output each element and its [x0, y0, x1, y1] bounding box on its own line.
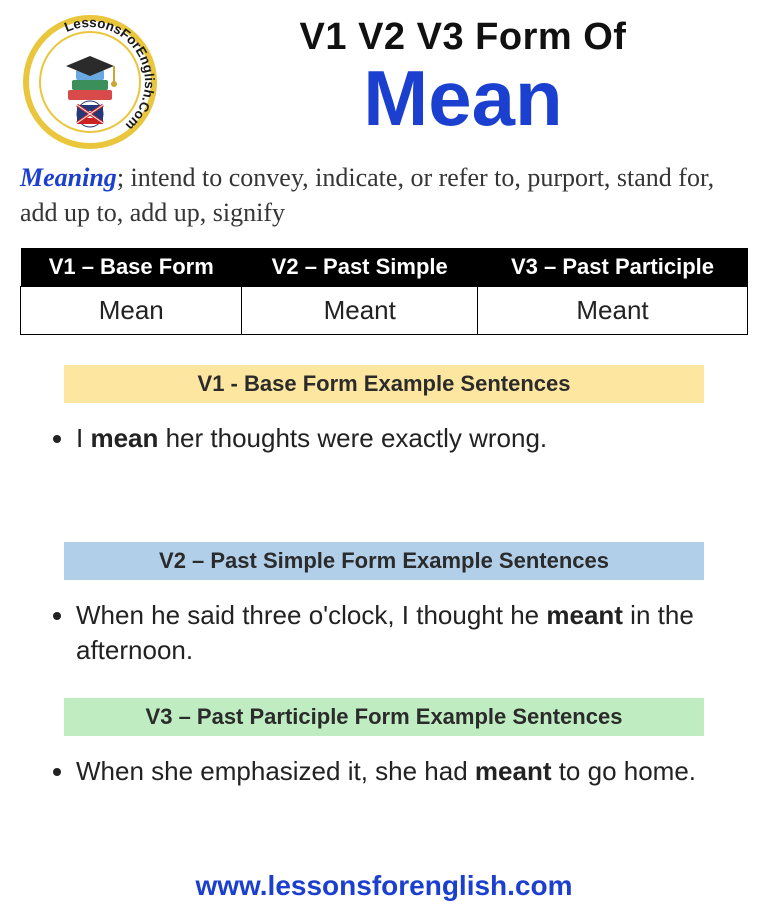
- title-small: V1 V2 V3 Form Of: [178, 16, 748, 59]
- example-bold: mean: [90, 423, 158, 453]
- title-block: V1 V2 V3 Form Of Mean: [178, 12, 748, 135]
- section-bar-v2: V2 – Past Simple Form Example Sentences: [64, 542, 704, 580]
- list-item: When she emphasized it, she had meant to…: [76, 754, 748, 789]
- list-item: I mean her thoughts were exactly wrong.: [76, 421, 748, 456]
- meaning-separator: ;: [117, 163, 131, 192]
- cell-v3: Meant: [478, 287, 748, 335]
- spacer: [20, 456, 748, 512]
- section-bar-v3: V3 – Past Participle Form Example Senten…: [64, 698, 704, 736]
- example-list-v3: When she emphasized it, she had meant to…: [54, 754, 748, 789]
- example-post: her thoughts were exactly wrong.: [158, 423, 547, 453]
- header-row: LessonsForEnglish.Com V1 V2 V3 Form Of M…: [20, 12, 748, 152]
- cell-v1: Mean: [21, 287, 242, 335]
- col-v1-header: V1 – Base Form: [21, 248, 242, 287]
- table-header-row: V1 – Base Form V2 – Past Simple V3 – Pas…: [21, 248, 748, 287]
- table-row: Mean Meant Meant: [21, 287, 748, 335]
- col-v2-header: V2 – Past Simple: [242, 248, 478, 287]
- meaning-label: Meaning: [20, 163, 117, 192]
- meaning-line: Meaning; intend to convey, indicate, or …: [20, 160, 748, 230]
- example-pre: When he said three o'clock, I thought he: [76, 600, 546, 630]
- col-v3-header: V3 – Past Participle: [478, 248, 748, 287]
- example-bold: meant: [546, 600, 623, 630]
- section-bar-v1: V1 - Base Form Example Sentences: [64, 365, 704, 403]
- list-item: When he said three o'clock, I thought he…: [76, 598, 748, 668]
- example-post: to go home.: [551, 756, 696, 786]
- verb-forms-table: V1 – Base Form V2 – Past Simple V3 – Pas…: [20, 248, 748, 335]
- example-pre: I: [76, 423, 90, 453]
- site-logo: LessonsForEnglish.Com: [20, 12, 160, 152]
- title-big: Mean: [178, 61, 748, 135]
- example-pre: When she emphasized it, she had: [76, 756, 475, 786]
- cell-v2: Meant: [242, 287, 478, 335]
- example-list-v1: I mean her thoughts were exactly wrong.: [54, 421, 748, 456]
- example-bold: meant: [475, 756, 552, 786]
- example-list-v2: When he said three o'clock, I thought he…: [54, 598, 748, 668]
- footer-url: www.lessonsforenglish.com: [20, 870, 748, 902]
